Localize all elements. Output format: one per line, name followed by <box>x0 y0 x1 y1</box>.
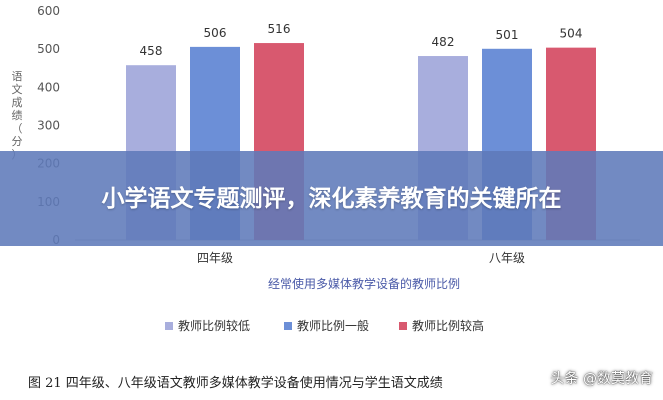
legend-swatch <box>284 322 292 330</box>
data-label: 501 <box>496 28 519 42</box>
legend-label: 教师比例一般 <box>297 318 369 333</box>
category-label: 八年级 <box>489 251 525 265</box>
y-label-char: 文 <box>12 82 23 96</box>
banner-title: 小学语文专题测评，深化素养教育的关键所在 <box>101 185 562 212</box>
category-label: 四年级 <box>197 251 233 265</box>
watermark: 头条 @数莫教育 <box>550 371 653 387</box>
data-label: 506 <box>204 26 227 40</box>
y-tick-label: 600 <box>37 4 60 18</box>
y-label-char: 绩 <box>12 109 23 122</box>
data-label: 504 <box>560 27 583 41</box>
legend-swatch <box>399 322 407 330</box>
y-tick-label: 300 <box>37 119 60 133</box>
y-label-char: 语 <box>12 70 23 83</box>
category-labels: 四年级 八年级 <box>197 251 525 265</box>
y-axis-label: 语文成绩（分） <box>12 70 23 161</box>
y-tick-label: 500 <box>37 42 60 56</box>
figure-caption: 图 21 四年级、八年级语文教师多媒体教学设备使用情况与学生语文成绩 <box>28 376 443 391</box>
legend-label: 教师比例较高 <box>412 318 484 333</box>
chart-subtitle: 经常使用多媒体教学设备的教师比例 <box>268 276 460 291</box>
y-label-char: 成 <box>12 96 23 109</box>
y-label-char: （ <box>12 122 23 135</box>
legend-label: 教师比例较低 <box>178 318 250 333</box>
data-label: 482 <box>432 35 455 49</box>
y-tick-label: 400 <box>37 80 60 94</box>
data-label: 516 <box>268 22 291 36</box>
data-label: 458 <box>140 44 163 58</box>
legend: 教师比例较低 教师比例一般 教师比例较高 <box>165 318 484 333</box>
legend-swatch <box>165 322 173 330</box>
y-label-char: 分 <box>12 135 23 148</box>
title-banner: 小学语文专题测评，深化素养教育的关键所在 <box>0 151 663 246</box>
